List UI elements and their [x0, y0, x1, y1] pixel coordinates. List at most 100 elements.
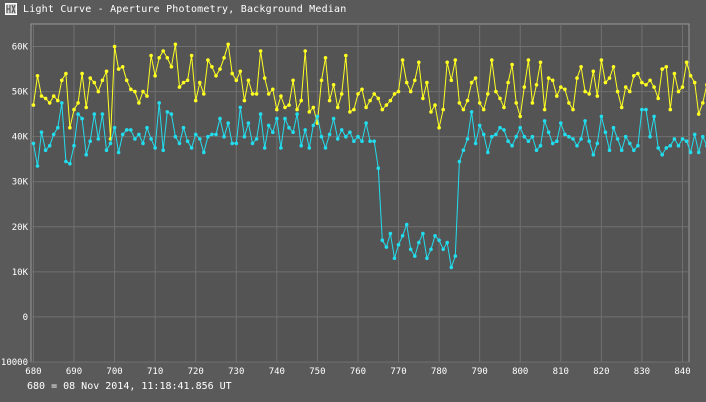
data-point: [453, 254, 458, 258]
x-axis-ticks: 680 690 700 710 720 730 740 750 760 770 780 790 800 8…: [25, 367, 690, 377]
data-point: [498, 96, 502, 101]
data-point: [623, 134, 628, 139]
y-tick-label: 30K: [12, 178, 29, 188]
data-point: [611, 125, 616, 130]
data-point: [404, 222, 409, 227]
data-point: [177, 85, 182, 89]
data-point: [327, 98, 332, 103]
data-point: [279, 94, 283, 98]
data-point: [202, 92, 206, 96]
data-point: [538, 60, 543, 65]
data-point: [262, 76, 267, 80]
data-point: [417, 60, 421, 65]
data-point: [356, 134, 360, 139]
data-point: [35, 164, 40, 168]
data-point: [60, 78, 64, 83]
data-point: [348, 110, 352, 114]
data-point: [656, 96, 660, 101]
data-point: [339, 128, 344, 132]
data-point: [522, 134, 527, 139]
data-point: [376, 166, 381, 170]
data-point: [88, 76, 92, 80]
data-point: [303, 128, 308, 132]
data-point: [481, 107, 486, 112]
data-point: [477, 123, 482, 128]
data-point: [218, 116, 222, 121]
data-point: [372, 139, 377, 143]
data-point: [640, 80, 644, 85]
data-point: [384, 245, 389, 249]
x-tick-label: 780: [431, 367, 447, 377]
data-point: [238, 69, 243, 74]
data-point: [595, 141, 600, 146]
x-tick-label: 680: [25, 367, 41, 377]
data-point: [437, 238, 441, 243]
data-point: [275, 116, 279, 121]
data-point: [376, 96, 381, 101]
data-point: [344, 53, 348, 58]
data-point: [181, 125, 186, 130]
data-point: [271, 130, 275, 134]
data-point: [546, 130, 551, 134]
data-point: [234, 141, 239, 146]
x-tick-label: 760: [350, 367, 366, 377]
data-point: [388, 98, 393, 103]
data-point: [92, 80, 97, 85]
data-point: [331, 83, 336, 87]
data-point: [615, 137, 620, 141]
data-point: [124, 128, 129, 132]
data-point: [181, 80, 186, 85]
data-point: [344, 134, 348, 139]
data-point: [266, 123, 271, 128]
data-point: [392, 256, 397, 261]
data-point: [538, 143, 543, 148]
data-point: [676, 89, 681, 94]
data-point: [137, 132, 141, 137]
data-point: [51, 94, 56, 98]
data-point: [80, 71, 84, 76]
data-point: [696, 150, 701, 155]
data-point: [47, 143, 52, 148]
data-point: [518, 114, 522, 119]
data-point: [193, 98, 198, 103]
y-axis-ticks: 60K 50K 40K 30K 20K 10K 0 -10000: [0, 43, 29, 368]
data-point: [477, 101, 482, 105]
data-point: [652, 85, 656, 89]
data-point: [514, 134, 518, 139]
data-point: [680, 137, 685, 141]
app-logo-glyph: [6, 4, 16, 14]
data-point: [664, 65, 669, 69]
data-point: [445, 60, 450, 65]
x-tick-label: 700: [106, 367, 122, 377]
light-curve-app-icon[interactable]: [5, 3, 17, 15]
data-point: [323, 146, 328, 150]
title-bar: Light Curve - Aperture Photometry, Backg…: [0, 0, 706, 18]
data-point: [648, 78, 652, 83]
data-point: [425, 256, 429, 261]
data-point: [465, 137, 470, 141]
data-point: [486, 92, 490, 96]
data-point: [116, 67, 121, 71]
data-point: [534, 83, 539, 87]
data-point: [392, 92, 397, 96]
data-point: [283, 116, 287, 121]
window-title: Light Curve - Aperture Photometry, Backg…: [23, 3, 347, 15]
x-tick-label: 690: [66, 367, 82, 377]
data-point: [43, 148, 48, 152]
data-point: [279, 146, 283, 150]
data-point: [421, 231, 425, 236]
data-point: [388, 231, 393, 236]
data-point: [400, 58, 405, 62]
data-point: [384, 103, 389, 107]
data-point: [607, 148, 612, 152]
data-point: [506, 80, 510, 85]
data-point: [632, 74, 636, 78]
data-point: [400, 234, 405, 238]
y-tick-label: 40K: [12, 133, 29, 143]
data-point: [165, 56, 170, 60]
status-readout: 680 = 08 Nov 2014, 11:18:41.856 UT: [27, 381, 232, 392]
data-point: [368, 139, 372, 143]
data-point: [299, 98, 304, 103]
